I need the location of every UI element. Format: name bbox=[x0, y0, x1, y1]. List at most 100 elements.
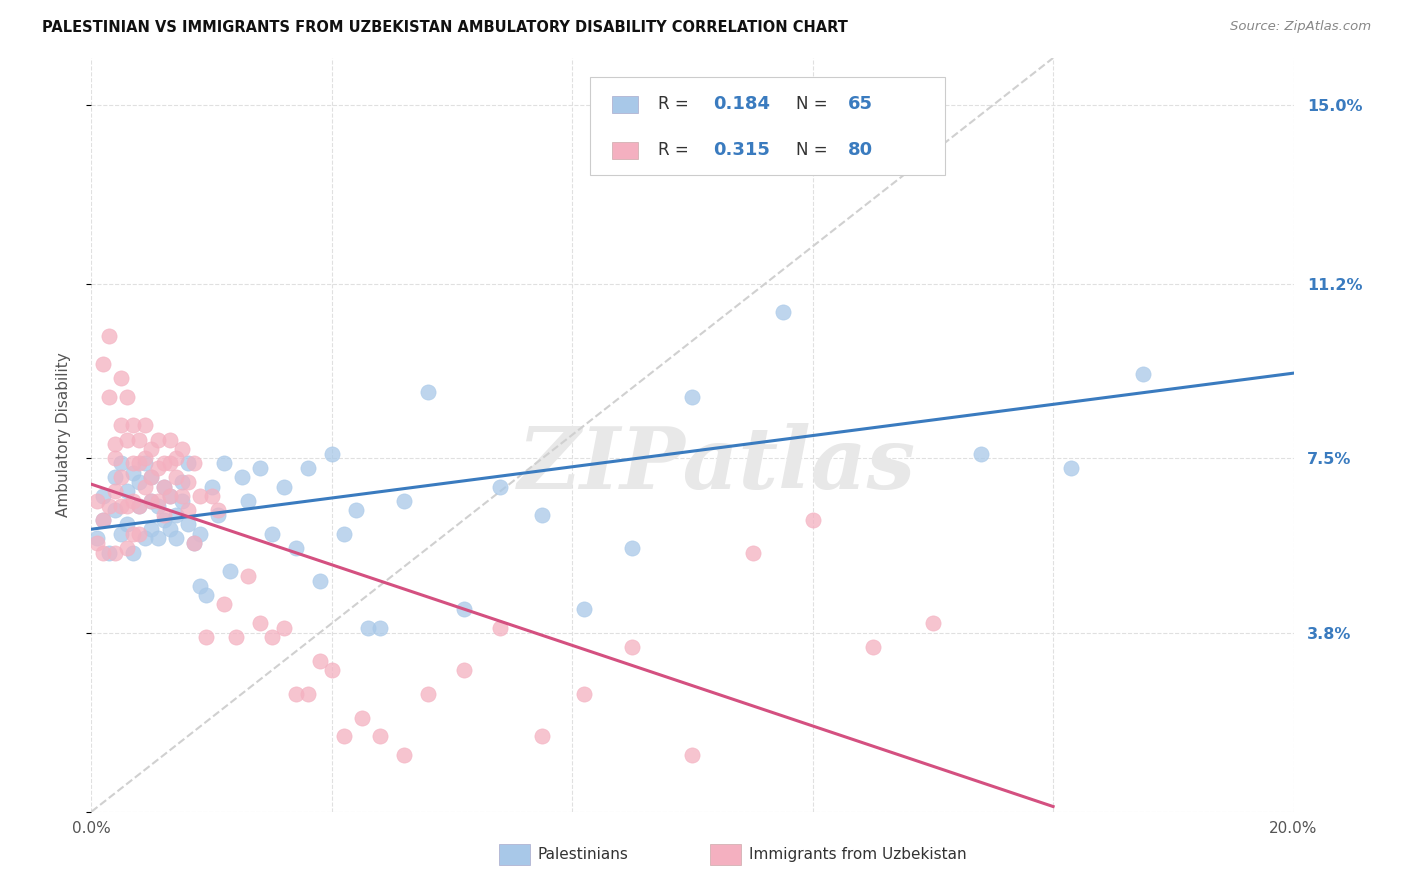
Point bbox=[86, 493, 108, 508]
Text: 65: 65 bbox=[848, 95, 873, 113]
Point bbox=[152, 480, 174, 494]
Point bbox=[212, 598, 235, 612]
Point bbox=[489, 480, 512, 494]
Point bbox=[98, 499, 121, 513]
Point bbox=[128, 456, 150, 470]
Point bbox=[236, 493, 259, 508]
Point bbox=[170, 475, 193, 489]
Point bbox=[122, 546, 145, 560]
Point bbox=[453, 664, 475, 678]
Point bbox=[146, 460, 169, 475]
Point bbox=[741, 546, 763, 560]
Point bbox=[416, 385, 439, 400]
Point bbox=[146, 499, 169, 513]
Point bbox=[489, 621, 512, 635]
Point bbox=[194, 631, 217, 645]
Point bbox=[146, 493, 169, 508]
Point bbox=[117, 499, 139, 513]
Point bbox=[93, 513, 115, 527]
Point bbox=[98, 390, 121, 404]
Point bbox=[117, 484, 139, 499]
Point bbox=[110, 456, 132, 470]
Point bbox=[392, 748, 415, 763]
Point bbox=[621, 541, 644, 555]
Text: Palestinians: Palestinians bbox=[537, 847, 628, 862]
Point bbox=[308, 574, 330, 588]
Point bbox=[333, 730, 356, 744]
Point bbox=[321, 447, 343, 461]
Point bbox=[176, 475, 198, 489]
Point bbox=[194, 588, 217, 602]
Point bbox=[134, 480, 156, 494]
Point bbox=[128, 499, 150, 513]
Point bbox=[128, 499, 150, 513]
Point bbox=[207, 503, 229, 517]
Point bbox=[104, 451, 127, 466]
Point bbox=[176, 503, 198, 517]
Point bbox=[170, 493, 193, 508]
Point bbox=[344, 503, 367, 517]
Point bbox=[159, 489, 181, 503]
Point bbox=[225, 631, 247, 645]
Point bbox=[93, 489, 115, 503]
Point bbox=[122, 526, 145, 541]
Point bbox=[110, 418, 132, 433]
Point bbox=[104, 546, 127, 560]
Text: ZIPatlas: ZIPatlas bbox=[517, 423, 915, 507]
Point bbox=[128, 433, 150, 447]
Point bbox=[134, 532, 156, 546]
Point bbox=[260, 526, 283, 541]
Point bbox=[922, 616, 945, 631]
Point bbox=[117, 541, 139, 555]
Point bbox=[86, 536, 108, 550]
Point bbox=[368, 730, 391, 744]
Bar bbox=[612, 142, 638, 159]
Point bbox=[308, 654, 330, 668]
Text: R =: R = bbox=[658, 95, 693, 113]
Point bbox=[93, 546, 115, 560]
Point bbox=[236, 569, 259, 583]
Point bbox=[970, 447, 993, 461]
Point bbox=[801, 513, 824, 527]
Point bbox=[416, 687, 439, 701]
Point bbox=[93, 513, 115, 527]
Point bbox=[531, 730, 554, 744]
Point bbox=[98, 546, 121, 560]
Point bbox=[284, 687, 307, 701]
Point bbox=[862, 640, 884, 654]
Point bbox=[104, 503, 127, 517]
Point bbox=[104, 437, 127, 451]
Point bbox=[170, 489, 193, 503]
Point bbox=[284, 541, 307, 555]
Point bbox=[159, 489, 181, 503]
Point bbox=[165, 451, 187, 466]
Point bbox=[152, 480, 174, 494]
Point bbox=[212, 456, 235, 470]
Point bbox=[117, 517, 139, 532]
Point bbox=[218, 565, 240, 579]
Point bbox=[141, 493, 163, 508]
Point bbox=[772, 305, 794, 319]
Point bbox=[176, 517, 198, 532]
Point bbox=[110, 371, 132, 385]
Point bbox=[297, 687, 319, 701]
Point bbox=[273, 480, 295, 494]
Point bbox=[134, 456, 156, 470]
Point bbox=[621, 640, 644, 654]
Point bbox=[183, 536, 205, 550]
Point bbox=[350, 710, 373, 724]
Point bbox=[260, 631, 283, 645]
Point bbox=[141, 442, 163, 456]
FancyBboxPatch shape bbox=[591, 77, 945, 175]
Point bbox=[231, 470, 253, 484]
Point bbox=[146, 433, 169, 447]
Point bbox=[165, 470, 187, 484]
Point bbox=[152, 456, 174, 470]
Point bbox=[141, 493, 163, 508]
Point bbox=[122, 456, 145, 470]
Point bbox=[207, 508, 229, 522]
Point bbox=[98, 329, 121, 343]
Point bbox=[86, 532, 108, 546]
Point bbox=[188, 578, 211, 592]
Point bbox=[183, 456, 205, 470]
